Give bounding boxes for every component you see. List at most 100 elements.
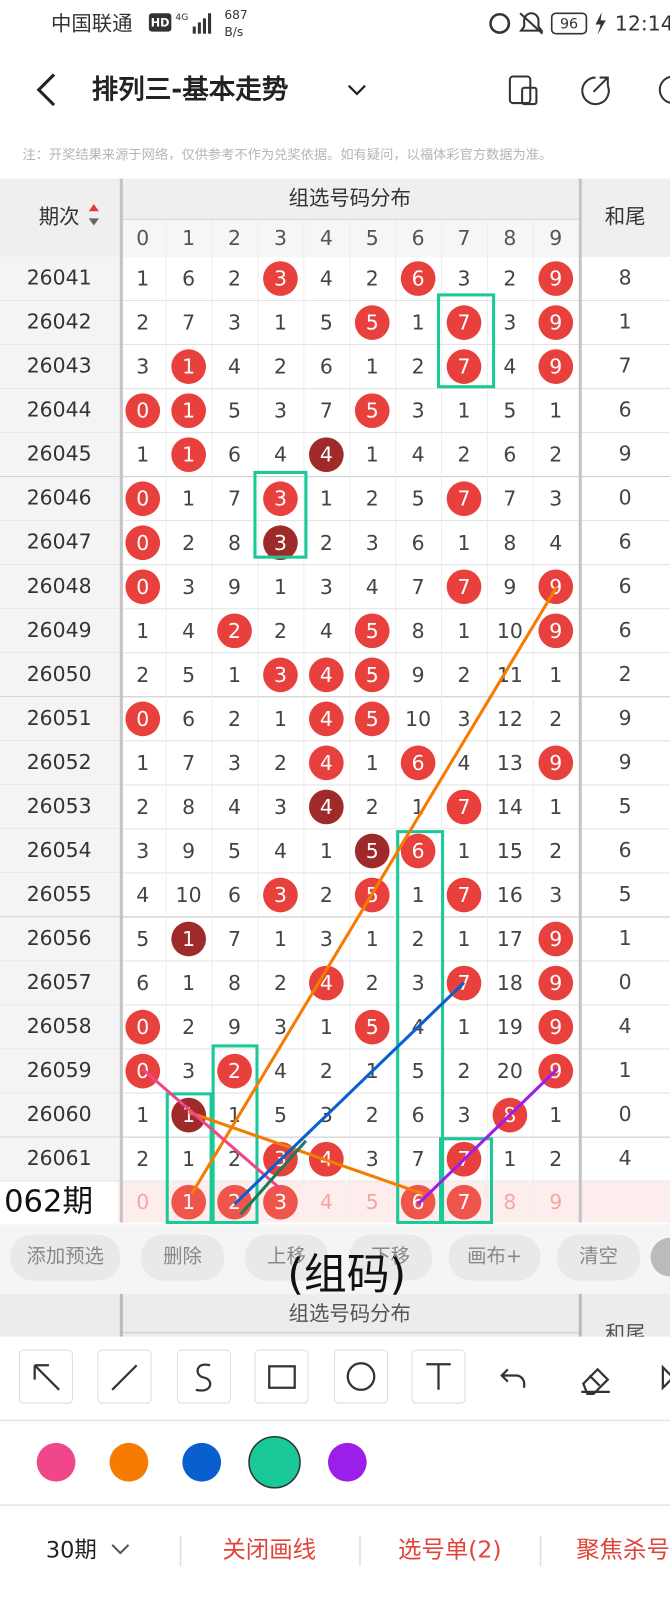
- tool-line[interactable]: [97, 1349, 152, 1404]
- cell: 1: [458, 1015, 471, 1039]
- toolbar-button[interactable]: [448, 1234, 541, 1281]
- tail: 5: [619, 794, 632, 818]
- tool-arrow[interactable]: [18, 1349, 73, 1404]
- period-select[interactable]: 30期: [46, 1538, 97, 1564]
- cell: 1: [182, 1103, 195, 1127]
- period-cell-bg: [0, 961, 121, 1006]
- drawn-box: [436, 293, 496, 389]
- period: 26055: [27, 882, 92, 906]
- toolbar-button-label[interactable]: 画布+: [467, 1245, 522, 1268]
- period-cell-bg: [0, 476, 121, 521]
- cell: 1: [549, 795, 562, 819]
- pick-list-button[interactable]: 选号单(2): [398, 1536, 502, 1564]
- more-icon[interactable]: [658, 75, 670, 104]
- hit-ball-dark: [354, 833, 390, 869]
- more-tools[interactable]: [661, 1364, 670, 1391]
- toolbar-button[interactable]: [556, 1234, 641, 1281]
- toolbar-button[interactable]: [348, 1234, 433, 1281]
- period: 26061: [27, 1146, 92, 1170]
- hit-ball: [538, 745, 574, 781]
- hit-ball: [446, 569, 482, 605]
- cell: 12: [497, 707, 523, 731]
- tail: 4: [619, 1014, 632, 1038]
- cell: 2: [136, 311, 149, 335]
- cell: 7: [228, 927, 241, 951]
- eraser-button[interactable]: [581, 1367, 610, 1395]
- close-draw-button[interactable]: 关闭画线: [222, 1536, 316, 1564]
- color-swatch[interactable]: [109, 1442, 149, 1482]
- cell: 9: [182, 839, 195, 863]
- hit-ball: [354, 305, 390, 340]
- toolbar-button-label[interactable]: 清空: [579, 1245, 618, 1268]
- cell: 4: [320, 751, 333, 775]
- sort-down[interactable]: [88, 218, 99, 226]
- tool-curve[interactable]: [176, 1349, 231, 1404]
- focus-kill-button[interactable]: 聚焦杀号: [576, 1536, 670, 1564]
- cell: 4: [274, 1059, 287, 1083]
- color-swatch[interactable]: [36, 1442, 76, 1482]
- group-header: 组选号码分布: [289, 186, 411, 210]
- cell: 1: [274, 575, 287, 599]
- cell: 7: [458, 575, 471, 599]
- hit-ball: [308, 701, 344, 737]
- tail: 9: [619, 706, 632, 730]
- title-dropdown[interactable]: [347, 84, 366, 96]
- button-row: 添加预选 删除 上移 下移 画布+ 清空: [10, 1234, 641, 1281]
- cell: 9: [549, 311, 562, 335]
- tail: 4: [619, 1146, 632, 1170]
- cell: 1: [458, 399, 471, 423]
- period-cell-bg: [0, 740, 121, 786]
- toolbar-button-label[interactable]: 上移: [267, 1245, 306, 1268]
- period-cell-bg: [0, 608, 121, 653]
- period-cell-bg: [0, 1049, 121, 1094]
- device-icon[interactable]: [508, 75, 538, 106]
- undo-button[interactable]: [500, 1368, 526, 1388]
- cell: 9: [549, 1015, 562, 1039]
- tail-header: 和尾: [605, 204, 646, 228]
- tool-circle[interactable]: [333, 1349, 389, 1404]
- toolbar-button[interactable]: [10, 1234, 121, 1281]
- cell: 3: [182, 1059, 195, 1083]
- toolbar-button-label[interactable]: 添加预选: [27, 1245, 104, 1268]
- cell: 1: [136, 619, 149, 643]
- hit-ball: [446, 481, 482, 517]
- tool-rect[interactable]: [254, 1349, 309, 1404]
- cell: 0: [136, 487, 149, 511]
- page-title[interactable]: 排列三-基本走势: [92, 74, 289, 105]
- cell: 2: [228, 707, 241, 731]
- toolbar-button-label[interactable]: 删除: [163, 1245, 202, 1268]
- share-icon[interactable]: [581, 76, 610, 106]
- period-cell-bg: [0, 344, 121, 389]
- cell: 3: [274, 883, 287, 907]
- cell: 4: [320, 663, 333, 687]
- cell: 2: [366, 487, 379, 511]
- cell: 1: [549, 663, 562, 687]
- cell: 0: [136, 707, 149, 731]
- color-swatch[interactable]: [248, 1435, 301, 1489]
- cell: 5: [182, 663, 195, 687]
- cell: 2: [549, 1147, 562, 1171]
- back-button[interactable]: [36, 73, 56, 107]
- period-cell-bg: [0, 829, 121, 874]
- app-header: 排列三-基本走势: [36, 73, 670, 107]
- period: 26050: [27, 662, 92, 686]
- tail: 6: [619, 398, 632, 422]
- tool-text[interactable]: [411, 1349, 466, 1404]
- sort-up[interactable]: [88, 204, 99, 212]
- cell: 4: [320, 707, 333, 731]
- toolbar-button[interactable]: [244, 1234, 329, 1281]
- cell: 3: [182, 575, 195, 599]
- tail: 1: [619, 1058, 632, 1082]
- toolbar-button-label[interactable]: 下移: [371, 1245, 410, 1268]
- tail: 9: [619, 442, 632, 466]
- cell: 1: [136, 443, 149, 467]
- toolbar-button[interactable]: [140, 1234, 225, 1281]
- digit-header: 3: [274, 226, 287, 250]
- period-dropdown[interactable]: [111, 1544, 130, 1555]
- color-swatch[interactable]: [182, 1442, 222, 1482]
- cell: 5: [366, 707, 379, 731]
- period-header[interactable]: 期次: [39, 204, 80, 228]
- more-button[interactable]: [650, 1237, 670, 1277]
- period-cell-bg: [0, 696, 121, 741]
- color-swatch[interactable]: [327, 1442, 367, 1482]
